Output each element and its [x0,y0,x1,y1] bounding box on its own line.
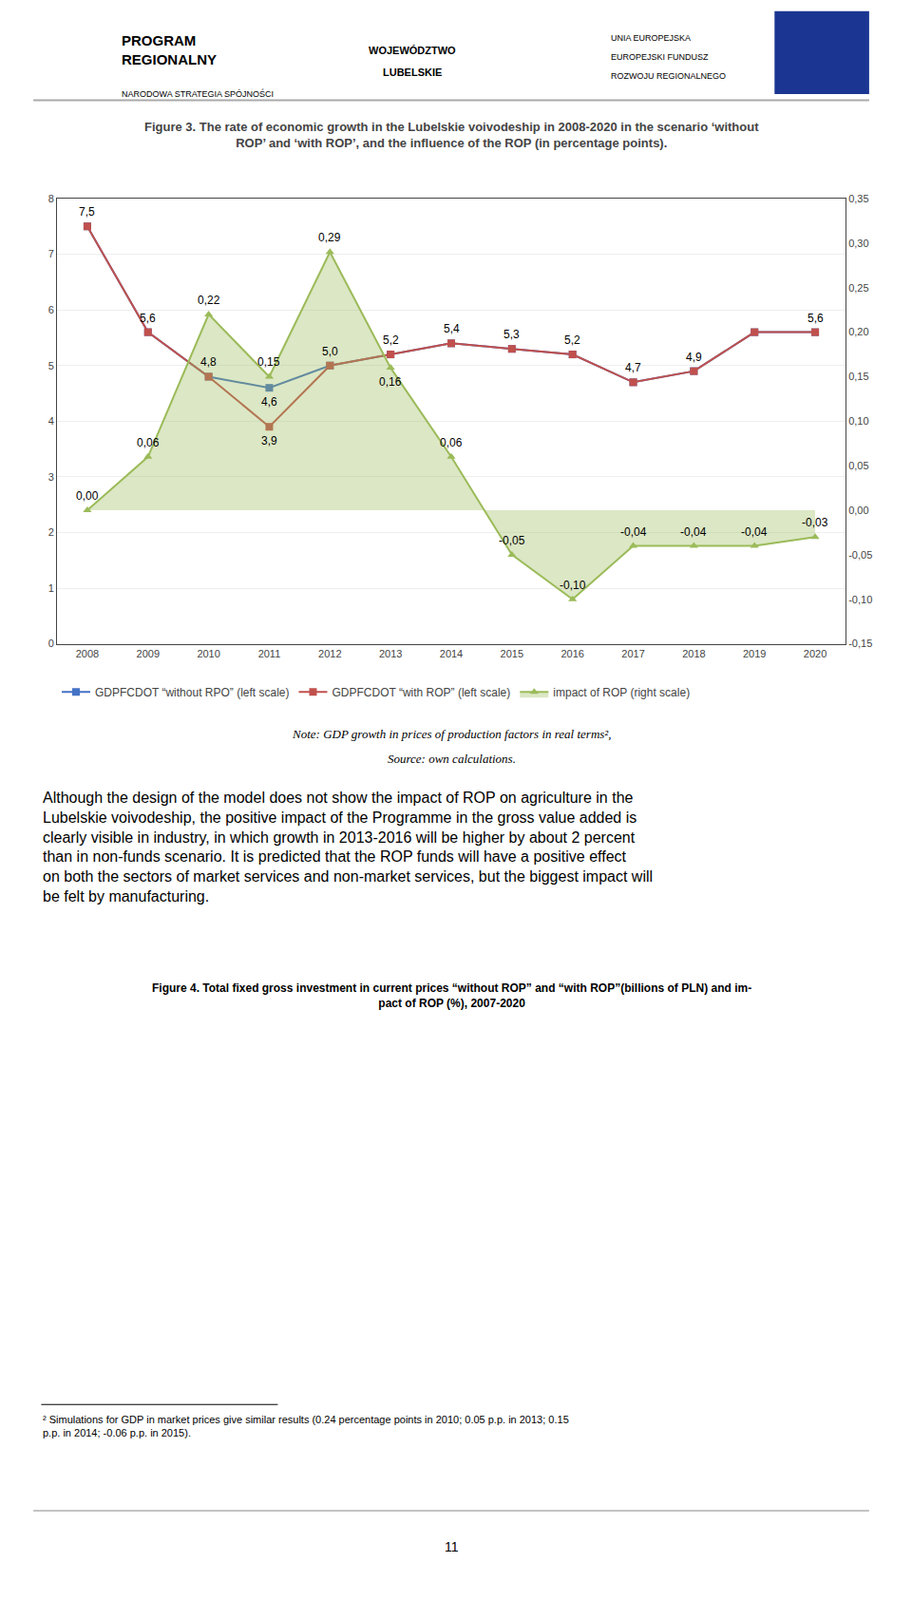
svg-text:WOJEWÓDZTWO: WOJEWÓDZTWO [368,44,456,57]
svg-text:4,8: 4,8 [200,355,217,369]
svg-text:4,9: 4,9 [685,350,703,364]
svg-text:-0,04: -0,04 [620,525,647,539]
svg-text:1: 1 [48,582,55,594]
svg-text:2012: 2012 [318,647,342,660]
svg-text:0,35: 0,35 [848,192,869,205]
svg-text:Source: own calculations.: Source: own calculations. [387,751,516,766]
svg-text:0,15: 0,15 [257,355,281,369]
svg-text:-0,04: -0,04 [680,525,707,539]
svg-text:2008: 2008 [76,647,99,660]
svg-text:2013: 2013 [379,647,402,660]
svg-text:2020: 2020 [803,647,827,660]
svg-text:NARODOWA STRATEGIA SPÓJNOŚCI: NARODOWA STRATEGIA SPÓJNOŚCI [121,88,274,99]
svg-text:2017: 2017 [621,647,645,660]
svg-text:4: 4 [48,415,55,427]
svg-text:0,16: 0,16 [379,375,402,389]
svg-text:2019: 2019 [742,647,766,660]
svg-text:GDPFCDOT “without RPO” (left s: GDPFCDOT “without RPO” (left scale) [95,685,289,700]
svg-text:0,06: 0,06 [136,436,160,450]
svg-text:5,3: 5,3 [503,327,520,342]
svg-text:2016: 2016 [560,647,584,660]
svg-text:-0,05: -0,05 [848,549,873,561]
svg-text:5,6: 5,6 [139,311,156,325]
svg-text:2018: 2018 [682,647,705,660]
svg-text:-0,10: -0,10 [848,593,873,606]
svg-text:2010: 2010 [196,647,220,660]
svg-text:7: 7 [48,247,55,260]
svg-text:0,00: 0,00 [76,489,99,503]
svg-text:Note: GDP growth in prices of: Note: GDP growth in prices of production… [291,726,612,741]
svg-text:4,7: 4,7 [625,361,642,375]
svg-text:UNIA EUROPEJSKA: UNIA EUROPEJSKA [610,33,691,43]
svg-text:EUROPEJSKI FUNDUSZ: EUROPEJSKI FUNDUSZ [610,52,709,62]
svg-text:2015: 2015 [500,647,524,660]
svg-text:5,2: 5,2 [564,333,581,347]
svg-text:5,0: 5,0 [322,344,339,359]
svg-text:impact of ROP (right scale): impact of ROP (right scale) [552,685,690,700]
svg-text:Although the design of the mod: Although the design of the model does no… [42,789,653,905]
svg-text:5,6: 5,6 [807,311,824,325]
svg-text:-0,10: -0,10 [559,578,587,592]
svg-text:0,22: 0,22 [197,293,221,307]
svg-text:3,9: 3,9 [261,434,278,448]
svg-text:0,10: 0,10 [848,415,869,427]
svg-text:² Simulations for GDP in marke: ² Simulations for GDP in market prices g… [42,1413,570,1439]
svg-text:PROGRAMREGIONALNY: PROGRAMREGIONALNY [121,32,217,68]
svg-text:LUBELSKIE: LUBELSKIE [382,66,442,78]
svg-text:GDPFCDOT “with ROP” (left scal: GDPFCDOT “with ROP” (left scale) [331,685,511,700]
svg-text:0,15: 0,15 [848,370,869,382]
svg-text:0,05: 0,05 [848,459,869,472]
svg-text:-0,15: -0,15 [848,637,873,649]
svg-text:8: 8 [48,192,55,205]
svg-text:2011: 2011 [258,647,282,660]
svg-text:0,20: 0,20 [848,325,869,338]
svg-text:2014: 2014 [439,647,463,660]
svg-text:0,06: 0,06 [439,436,463,450]
svg-text:2: 2 [48,526,55,538]
svg-text:0,29: 0,29 [318,230,342,245]
svg-text:5,4: 5,4 [443,322,460,336]
svg-text:0: 0 [48,637,55,649]
svg-text:5: 5 [48,360,55,372]
svg-text:4,6: 4,6 [261,395,278,409]
svg-text:Figure 3. The rate of economic: Figure 3. The rate of economic growth in… [144,119,760,151]
svg-text:0,25: 0,25 [848,282,869,294]
svg-text:0,30: 0,30 [848,237,869,249]
svg-text:3: 3 [48,471,55,483]
svg-text:-0,05: -0,05 [498,533,526,548]
svg-text:7,5: 7,5 [78,205,95,219]
svg-text:-0,04: -0,04 [741,525,768,539]
svg-text:0,00: 0,00 [848,504,869,516]
svg-text:5,2: 5,2 [382,333,399,347]
svg-text:Figure 4. Total fixed gross in: Figure 4. Total fixed gross investment i… [152,981,752,1010]
svg-text:-0,03: -0,03 [801,515,829,530]
svg-text:11: 11 [444,1539,459,1555]
svg-text:2009: 2009 [136,647,160,660]
svg-text:6: 6 [48,304,55,316]
svg-text:ROZWOJU REGIONALNEGO: ROZWOJU REGIONALNEGO [610,71,726,81]
